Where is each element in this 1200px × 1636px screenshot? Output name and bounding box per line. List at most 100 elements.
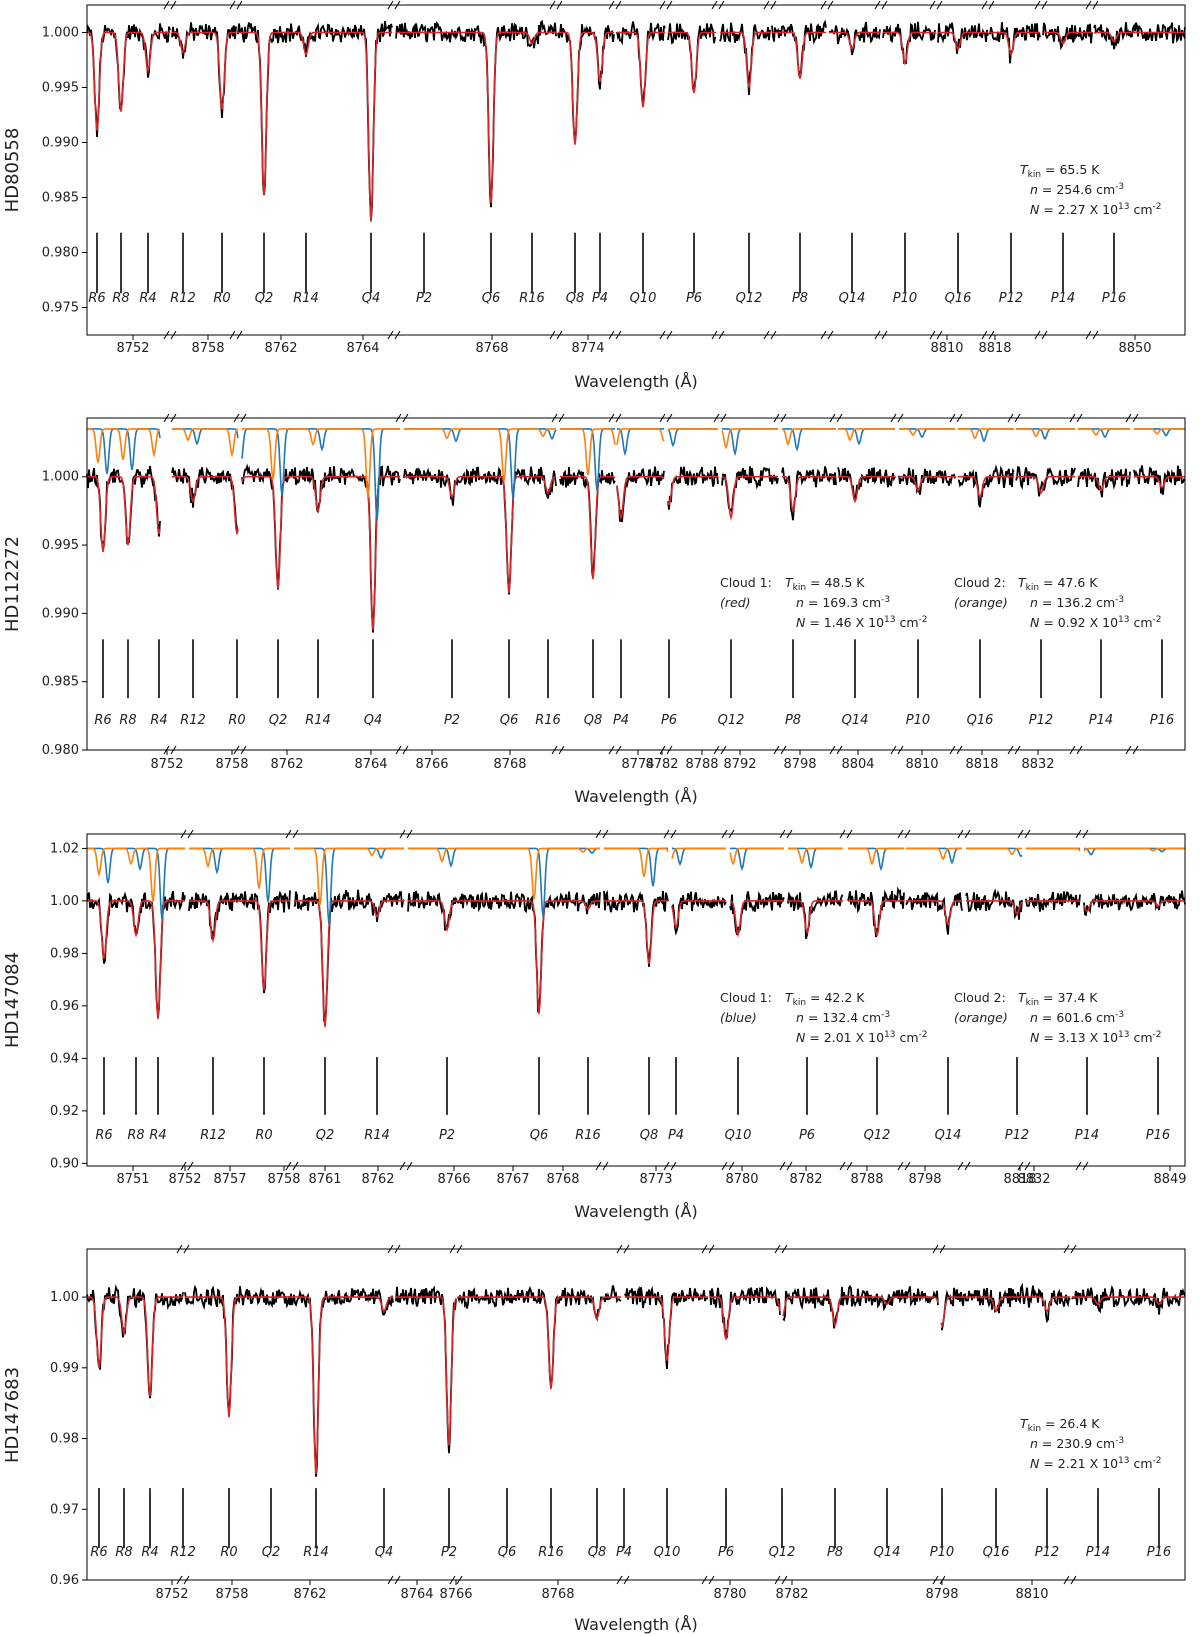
x-tick-label: 8752	[155, 1587, 188, 1602]
cloud-1-component	[189, 847, 290, 903]
axis-break-mark	[1125, 745, 1132, 755]
observed-spectrum	[1077, 468, 1131, 498]
cloud-1-label: Cloud 1:	[720, 990, 772, 1005]
axis-break-mark	[659, 745, 666, 755]
y-axis-title: HD147084	[2, 952, 23, 1048]
x-tick-label: 8810	[1015, 1587, 1048, 1602]
line-label-p16: P16	[1147, 1545, 1171, 1560]
line-label-q6: Q6	[530, 1128, 549, 1143]
y-tick-label: 0.98	[50, 1432, 79, 1447]
annotation-tkin: Tkin = 26.4 K	[1020, 1416, 1100, 1434]
x-tick-label: 8762	[361, 1172, 394, 1187]
axis-break-mark	[897, 413, 904, 423]
observed-spectrum	[989, 22, 1041, 64]
axis-break-mark	[602, 829, 609, 839]
line-label-q2: Q2	[316, 1128, 335, 1143]
line-label-r8: R8	[119, 713, 136, 728]
axis-break-mark	[711, 330, 718, 340]
cloud-1-component	[958, 428, 1014, 443]
axis-break-mark	[663, 1161, 670, 1171]
axis-break-mark	[1132, 745, 1139, 755]
line-label-q16: Q16	[945, 291, 972, 306]
axis-break-mark	[904, 1161, 911, 1171]
cloud-1-component	[906, 847, 962, 865]
line-label-q2: Q2	[269, 713, 288, 728]
line-label-q12: Q12	[736, 291, 763, 306]
line-label-r14: R14	[305, 713, 331, 728]
observed-spectrum	[395, 19, 557, 208]
axis-break-mark	[615, 330, 622, 340]
fit-spectrum	[404, 475, 557, 593]
line-label-p16: P16	[1150, 713, 1174, 728]
line-label-q14: Q14	[874, 1545, 901, 1560]
x-tick-label: 8764	[346, 341, 379, 356]
fit-spectrum	[838, 475, 895, 504]
line-label-r12: R12	[180, 713, 206, 728]
axis-break-mark	[406, 829, 413, 839]
axis-break-mark	[659, 330, 666, 340]
line-label-r16: R16	[535, 713, 561, 728]
axis-break-mark	[402, 745, 409, 755]
axis-break-mark	[659, 413, 666, 423]
fit-spectrum	[625, 1296, 708, 1361]
line-label-r6: R6	[88, 291, 105, 306]
fit-spectrum	[990, 31, 1040, 57]
x-tick-label: 8764	[400, 1587, 433, 1602]
line-label-p10: P10	[893, 291, 917, 306]
axis-break-mark	[285, 829, 292, 839]
axis-break-mark	[163, 0, 170, 10]
x-tick-label: 8758	[215, 757, 248, 772]
x-tick-label: 8758	[215, 1587, 248, 1602]
x-axis: 8751 8752 8757 8758 8761 8762 8766 8767 8768 8773…	[116, 829, 1187, 1187]
line-label-p10: P10	[930, 1545, 954, 1560]
x-tick-label: 8773	[639, 1172, 672, 1187]
line-label-r6: R6	[90, 1545, 107, 1560]
cloud-1-component	[1083, 847, 1185, 856]
axis-break-mark	[233, 413, 240, 423]
annotation-tkin: Tkin = 42.2 K	[785, 990, 865, 1008]
x-tick-label: 8792	[723, 757, 756, 772]
annotation-density: n = 254.6 cm-3	[1030, 182, 1124, 197]
axis-break-mark	[786, 1161, 793, 1171]
fit-spectrum	[938, 31, 988, 51]
x-tick-label: 8818	[1003, 1172, 1036, 1187]
fit-spectrum	[781, 475, 836, 514]
axis-break-mark	[708, 1244, 715, 1254]
line-label-p6: P6	[686, 291, 702, 306]
fit-spectrum	[671, 900, 726, 930]
axis-break-mark	[1014, 745, 1021, 755]
line-label-r0: R0	[255, 1128, 272, 1143]
axis-break-mark	[720, 745, 727, 755]
x-axis-title: Wavelength (Å)	[574, 787, 697, 806]
axis-break-mark	[1063, 1575, 1070, 1585]
axis-break-mark	[240, 413, 247, 423]
line-label-p14: P14	[1086, 1545, 1110, 1560]
y-tick-label: 0.96	[50, 999, 79, 1014]
line-label-r4: R4	[150, 713, 167, 728]
y-axis-title: HD112272	[2, 536, 23, 632]
axis-break-mark	[449, 1244, 456, 1254]
line-label-r6: R6	[95, 1128, 112, 1143]
axis-break-mark	[774, 1575, 781, 1585]
observed-spectrum	[709, 1286, 781, 1339]
axis-break-mark	[781, 1244, 788, 1254]
annotation-column-density: N = 1.46 X 1013 cm-2	[796, 615, 928, 630]
x-tick-label: 8761	[308, 1172, 341, 1187]
x-tick-label: 8752	[150, 757, 183, 772]
line-label-p6: P6	[799, 1128, 815, 1143]
cloud-2-component	[1078, 428, 1130, 437]
cloud-2-component	[1083, 847, 1185, 852]
line-label-p14: P14	[1089, 713, 1113, 728]
fit-spectrum	[1083, 900, 1185, 913]
axis-break-mark	[615, 745, 622, 755]
x-tick-label: 8798	[925, 1587, 958, 1602]
axis-break-mark	[936, 0, 943, 10]
axis-break-mark	[1069, 745, 1076, 755]
x-tick-label: 8768	[541, 1587, 574, 1602]
observed-spectrum	[787, 890, 844, 940]
x-tick-label: 8850	[1118, 341, 1151, 356]
axis-break-mark	[595, 829, 602, 839]
axis-break-mark	[781, 1575, 788, 1585]
x-tick-label: 8766	[437, 1172, 470, 1187]
cloud-1-component	[404, 428, 557, 499]
